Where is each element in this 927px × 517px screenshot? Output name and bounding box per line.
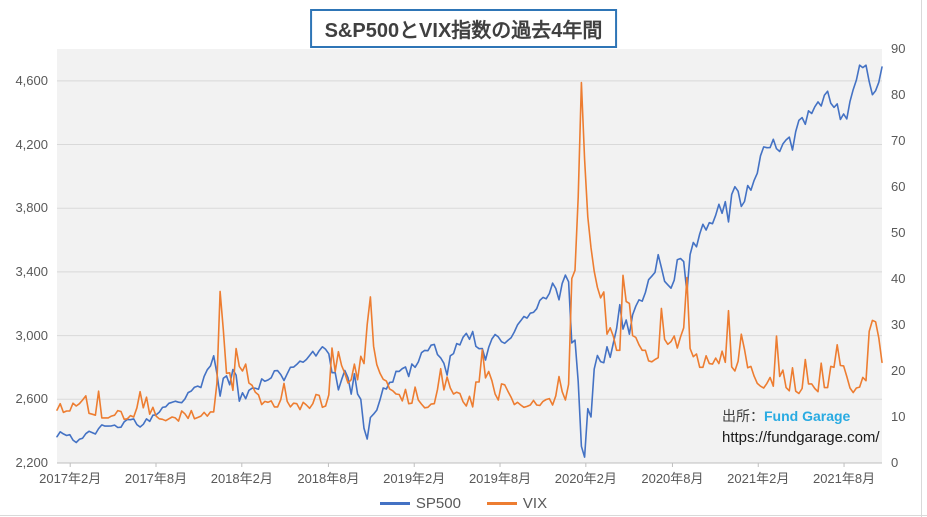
sp500-line — [56, 64, 883, 458]
source-note: 出所：Fund Garage https://fundgarage.com/ — [722, 405, 922, 449]
source-url[interactable]: https://fundgarage.com/ — [722, 429, 880, 446]
right-axis-tick-label: 60 — [891, 179, 906, 194]
x-axis-tick-label: 2017年8月 — [124, 471, 188, 486]
right-axis-tick-label: 40 — [891, 271, 906, 286]
x-axis-tick-label: 2017年2月 — [39, 471, 102, 486]
window-edge-right — [921, 0, 922, 517]
right-axis-tick-label: 70 — [891, 133, 906, 148]
right-axis-tick-label: 90 — [891, 41, 906, 56]
legend-item-sp500: SP500 — [379, 494, 461, 512]
window-edge-bottom — [0, 515, 927, 516]
x-axis-tick-label: 2018年2月 — [210, 471, 273, 486]
vix-line-swatch — [486, 501, 517, 505]
source-prefix: 出所： — [722, 408, 764, 424]
vix-line — [56, 81, 883, 422]
right-axis-tick-label: 50 — [891, 225, 906, 240]
left-axis-tick-label: 4,600 — [15, 72, 48, 88]
right-axis-tick-label: 10 — [891, 409, 906, 424]
legend-item-vix: VIX — [486, 494, 548, 512]
source-name: Fund Garage — [764, 408, 851, 424]
right-axis-tick-label: 20 — [891, 363, 906, 378]
right-axis-tick-label: 30 — [891, 317, 906, 332]
chart-title-text: S&P500とVIX指数の過去4年間 — [324, 20, 603, 42]
x-axis-tick-label: 2019年2月 — [383, 471, 446, 486]
left-axis-tick-label: 2,200 — [15, 455, 48, 470]
plot-background — [57, 49, 882, 463]
x-axis-tick-label: 2019年8月 — [468, 471, 532, 486]
left-axis-tick-label: 3,000 — [15, 327, 48, 343]
left-axis-tick-label: 4,200 — [15, 136, 48, 152]
x-axis-tick-label: 2020年8月 — [641, 471, 704, 486]
right-axis-tick-label: 80 — [891, 87, 906, 102]
right-axis-tick-label: 0 — [891, 455, 899, 470]
legend-label-vix: VIX — [522, 494, 548, 512]
left-axis-tick-label: 3,400 — [15, 263, 48, 279]
chart-title: S&P500とVIX指数の過去4年間 — [309, 9, 618, 48]
x-axis-tick-label: 2020年2月 — [554, 471, 617, 486]
legend: SP500 VIX — [0, 492, 927, 514]
left-axis-tick-label: 3,800 — [15, 200, 48, 216]
sp500-line-swatch — [379, 501, 410, 505]
source-line: 出所：Fund Garage — [722, 405, 922, 427]
legend-label-sp500: SP500 — [415, 494, 461, 512]
left-axis-tick-label: 2,600 — [15, 391, 48, 407]
x-axis-tick-label: 2018年8月 — [297, 471, 360, 486]
x-axis-tick-label: 2021年2月 — [727, 471, 790, 486]
x-axis-tick-label: 2021年8月 — [812, 471, 876, 486]
